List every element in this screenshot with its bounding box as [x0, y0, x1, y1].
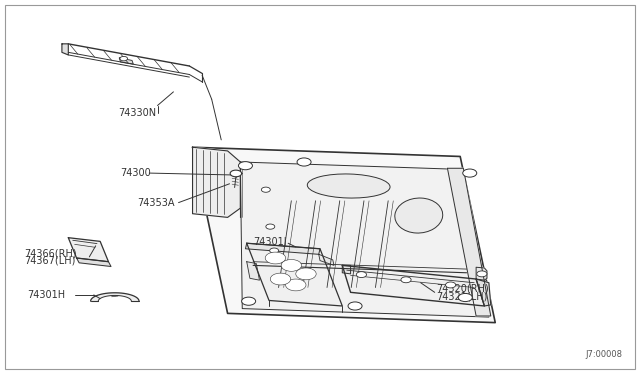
Polygon shape [119, 58, 133, 64]
Circle shape [269, 254, 282, 262]
Polygon shape [476, 279, 491, 306]
Circle shape [281, 260, 301, 271]
Circle shape [230, 170, 242, 177]
Polygon shape [68, 238, 108, 262]
Circle shape [477, 271, 487, 277]
Polygon shape [246, 243, 342, 306]
Text: 74301H: 74301H [27, 290, 65, 300]
Circle shape [300, 270, 312, 278]
Circle shape [458, 294, 472, 302]
Ellipse shape [307, 174, 390, 198]
Circle shape [289, 281, 302, 289]
Circle shape [265, 252, 285, 264]
Text: 74321(LH): 74321(LH) [436, 291, 487, 301]
Circle shape [296, 268, 316, 280]
Polygon shape [246, 262, 259, 280]
Text: 74353A: 74353A [137, 198, 175, 208]
Circle shape [242, 297, 255, 305]
Polygon shape [77, 258, 111, 266]
Polygon shape [91, 293, 139, 301]
Polygon shape [241, 162, 489, 317]
Circle shape [269, 248, 278, 253]
Text: 74301J: 74301J [253, 237, 287, 247]
Circle shape [120, 57, 127, 61]
Polygon shape [246, 243, 320, 254]
Text: 74330N: 74330N [118, 108, 156, 118]
Circle shape [297, 158, 311, 166]
Polygon shape [62, 44, 68, 55]
Polygon shape [447, 168, 491, 316]
Circle shape [285, 262, 298, 269]
Circle shape [239, 161, 252, 170]
Polygon shape [342, 265, 351, 274]
Polygon shape [476, 267, 487, 280]
Polygon shape [193, 147, 495, 323]
Text: 74320(RH): 74320(RH) [436, 283, 489, 294]
Text: 74300: 74300 [120, 168, 150, 178]
Polygon shape [342, 265, 484, 306]
Text: 74367(LH): 74367(LH) [24, 256, 75, 266]
Circle shape [401, 277, 411, 283]
Polygon shape [319, 254, 334, 265]
Circle shape [285, 279, 306, 291]
Text: 74366(RH): 74366(RH) [24, 248, 76, 258]
Circle shape [261, 187, 270, 192]
Text: J7:00008: J7:00008 [586, 350, 623, 359]
Circle shape [463, 169, 477, 177]
Circle shape [348, 302, 362, 310]
Circle shape [270, 273, 291, 285]
Circle shape [356, 272, 367, 278]
Polygon shape [193, 147, 241, 217]
Circle shape [266, 224, 275, 229]
Ellipse shape [395, 198, 443, 233]
Circle shape [274, 275, 287, 283]
Circle shape [445, 282, 456, 288]
